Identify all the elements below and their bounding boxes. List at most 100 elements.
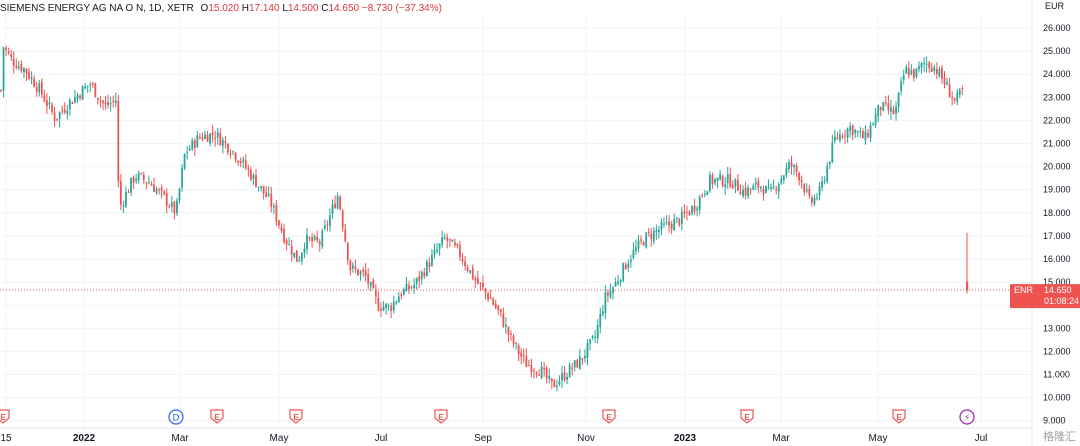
candle-body [742, 189, 744, 197]
candle-body [505, 325, 507, 327]
candle-body [818, 186, 821, 196]
candle-body [808, 188, 811, 196]
price-tick-label: 13.000 [1043, 323, 1071, 333]
candle-body [308, 237, 311, 239]
candle-body [193, 140, 196, 148]
split-event-marker[interactable]: ⚡ [959, 409, 975, 425]
earnings-icon [892, 409, 906, 424]
candle-body [359, 271, 362, 275]
earnings-event-marker[interactable]: E [740, 409, 754, 424]
price-tick-label: 19.000 [1043, 185, 1071, 195]
earnings-event-marker[interactable]: E [289, 409, 303, 424]
time-tick-label: 15 [0, 433, 12, 444]
price-axis-bg [1032, 0, 1080, 446]
candle-body [578, 356, 581, 369]
event-letter: ⚡ [964, 414, 970, 424]
candle-body [645, 232, 648, 248]
earnings-event-marker[interactable]: E [0, 409, 10, 424]
earnings-event-marker[interactable]: E [210, 409, 224, 424]
candle-body [209, 133, 211, 144]
candle-body [428, 262, 431, 267]
candle-body [433, 249, 436, 255]
price-tick-label: 15.000 [1043, 277, 1071, 287]
candle-body [242, 159, 245, 163]
price-tick-label: 16.000 [1043, 254, 1071, 264]
candle-body [624, 264, 627, 270]
candle-body [576, 359, 579, 368]
candle-body [762, 189, 765, 195]
candle-body [510, 333, 512, 335]
candle-body [520, 352, 523, 357]
candle-body [533, 370, 535, 372]
candle-body [629, 259, 632, 262]
candle-body [584, 355, 586, 359]
low-value: 14.500 [287, 3, 319, 14]
candle-body [2, 47, 5, 91]
candle-body [5, 47, 7, 50]
candle-body [140, 173, 143, 175]
candle-body [237, 160, 240, 163]
candle-body [716, 177, 719, 182]
candle-body [538, 374, 540, 376]
price-tick-label: 25.000 [1043, 46, 1071, 56]
earnings-event-marker[interactable]: E [434, 409, 448, 424]
candle-body [897, 92, 900, 107]
candle-body [191, 139, 194, 150]
candle-body [492, 298, 495, 305]
candle-body [283, 228, 285, 243]
candle-body [382, 306, 385, 311]
candle-body [647, 231, 650, 233]
candle-body [109, 103, 112, 105]
candle-body [476, 278, 479, 284]
candle-body [658, 229, 660, 233]
dividend-event-marker[interactable]: D [168, 409, 184, 425]
candle-body [436, 249, 438, 252]
earnings-event-marker[interactable]: E [602, 409, 616, 424]
candle-body [859, 130, 862, 132]
candle-body [913, 69, 915, 78]
candle-body [729, 174, 732, 187]
split-icon [959, 409, 975, 425]
candle-body [948, 84, 951, 98]
candle-body [84, 86, 87, 89]
candle-body [232, 151, 234, 153]
event-letter: E [606, 413, 612, 422]
candle-body [137, 173, 140, 181]
candle-body [828, 161, 831, 165]
candle-body [58, 111, 61, 120]
candle-body [17, 66, 20, 68]
candle-body [94, 83, 97, 98]
candle-body [793, 165, 795, 168]
earnings-event-marker[interactable]: E [892, 409, 906, 424]
candle-body [125, 192, 127, 207]
event-letter: E [0, 413, 6, 422]
candle-body [199, 137, 201, 139]
candle-body [298, 260, 301, 262]
candle-body [887, 103, 890, 111]
candle-body [206, 134, 209, 142]
candle-body [734, 178, 737, 187]
candle-body [693, 205, 696, 212]
candle-body [51, 104, 53, 112]
candle-body [688, 211, 691, 215]
candle-body [68, 100, 71, 110]
candle-body [265, 192, 268, 197]
candle-body [132, 177, 135, 183]
candle-body [278, 220, 280, 226]
candle-body [20, 63, 23, 72]
candle-body [247, 168, 250, 170]
candle-body [923, 62, 925, 64]
candle-body [173, 201, 176, 214]
candle-body [862, 131, 864, 139]
candle-body [517, 345, 520, 355]
time-tick-label: 2023 [674, 433, 697, 444]
candle-body [48, 102, 51, 105]
candle-body [122, 204, 125, 206]
candle-body [293, 252, 296, 258]
candle-body [512, 335, 515, 345]
candle-body [229, 153, 232, 155]
candle-body [589, 339, 591, 344]
candle-body [410, 287, 413, 289]
candle-body [466, 267, 469, 271]
